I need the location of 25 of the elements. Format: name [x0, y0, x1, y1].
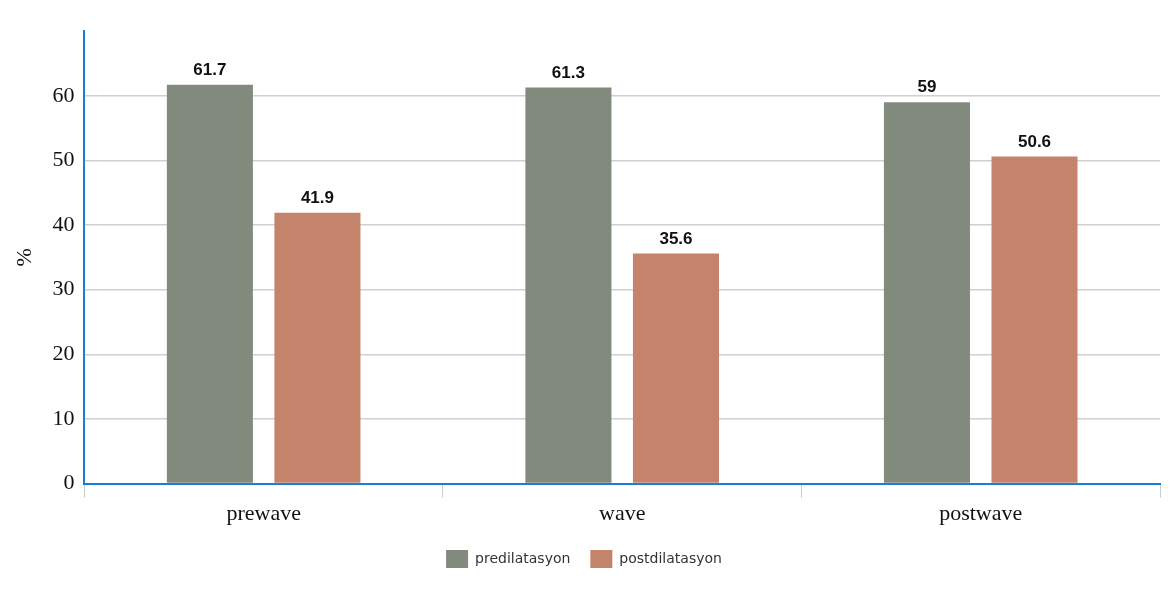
y-tick-label: 0: [63, 469, 75, 495]
y-tick-label: 30: [52, 275, 75, 301]
x-tick-label: wave: [598, 499, 646, 525]
data-label: 41.9: [300, 187, 334, 207]
y-tick-label: 10: [52, 404, 75, 430]
y-tick-label: 50: [52, 146, 75, 172]
y-tick-label: 60: [52, 81, 75, 107]
data-label: 59: [917, 77, 937, 97]
bar: [632, 253, 719, 483]
data-label: 61.3: [551, 62, 585, 82]
x-tick-label: prewave: [226, 499, 301, 525]
bar: [883, 102, 970, 483]
data-label: 50.6: [1017, 131, 1052, 151]
bar: [166, 84, 253, 483]
bar: [525, 87, 612, 483]
x-tick-label: postwave: [939, 499, 1023, 525]
y-tick-label: 40: [52, 210, 75, 236]
bar: [991, 156, 1078, 483]
data-label: 61.7: [193, 60, 227, 80]
data-label: 35.6: [659, 228, 693, 248]
y-tick-label: 20: [52, 340, 75, 366]
bar: [274, 212, 361, 483]
legend-label: postdilatasyon: [619, 549, 722, 566]
y-axis-title: %: [10, 248, 36, 267]
legend-label: predilatasyon: [475, 549, 571, 566]
